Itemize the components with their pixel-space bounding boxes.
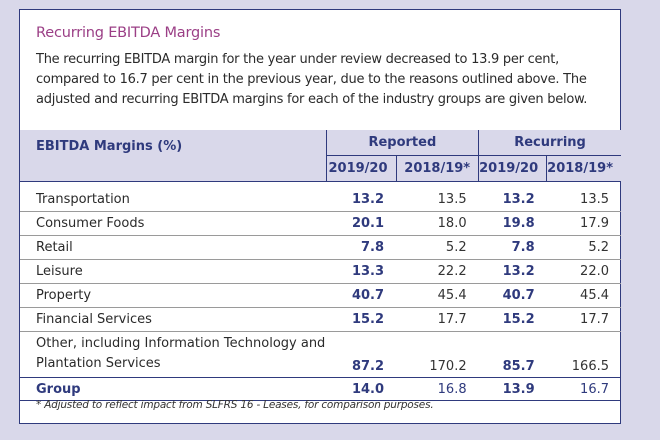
row-label: Consumer Foods — [20, 211, 327, 236]
cell-value: 15.2 — [326, 307, 397, 332]
cell-value: 18.0 — [396, 211, 479, 236]
cell-value: 17.7 — [546, 307, 621, 332]
cell-value: 13.2 — [326, 188, 397, 212]
cell-value: 13.5 — [396, 188, 479, 212]
cell-value: 45.4 — [546, 283, 621, 308]
row-label: Transportation — [20, 188, 327, 212]
footnote: * Adjusted to reflect impact from SLFRS … — [36, 399, 434, 411]
cell-value: 85.7 — [478, 331, 547, 378]
ebitda-margins-table: EBITDA Margins (%) Reported Recurring 20… — [20, 130, 621, 401]
year-header: 2019/20 — [325, 155, 397, 182]
table-row: Leisure 13.3 22.2 13.2 22.0 — [20, 259, 621, 284]
row-label-line: Other, including Information Technology … — [36, 336, 326, 351]
cell-value: 13.3 — [326, 259, 397, 284]
table-row: Other, including Information Technology … — [20, 331, 621, 378]
cell-value: 5.2 — [546, 235, 621, 260]
cell-value: 13.2 — [478, 259, 547, 284]
intro-line: adjusted and recurring EBITDA margins fo… — [36, 92, 588, 107]
table-row: Retail 7.8 5.2 7.8 5.2 — [20, 235, 621, 260]
recurring-group-header: Recurring — [478, 130, 621, 156]
cell-value: 13.2 — [478, 188, 547, 212]
intro-paragraph: The recurring EBITDA margin for the year… — [36, 50, 621, 110]
section-title: Recurring EBITDA Margins — [36, 25, 221, 41]
year-header: 2018/19* — [546, 155, 621, 182]
table-row: Consumer Foods 20.1 18.0 19.8 17.9 — [20, 211, 621, 236]
year-header: 2019/20 — [478, 155, 547, 182]
table-total-row: Group 14.0 16.8 13.9 16.7 — [20, 377, 621, 401]
ebitda-margins-panel: Recurring EBITDA Margins The recurring E… — [19, 9, 621, 424]
cell-value: 13.9 — [478, 377, 547, 401]
year-header: 2018/19* — [395, 155, 479, 182]
row-label: Other, including Information Technology … — [20, 331, 327, 378]
row-label: Leisure — [20, 259, 327, 284]
cell-value: 13.5 — [546, 188, 621, 212]
table-row: Property 40.7 45.4 40.7 45.4 — [20, 283, 621, 308]
row-label: Property — [20, 283, 327, 308]
header-divider — [20, 181, 621, 188]
reported-group-header: Reported — [325, 130, 479, 156]
cell-value: 15.2 — [478, 307, 547, 332]
cell-value: 40.7 — [478, 283, 547, 308]
row-label: Financial Services — [20, 307, 327, 332]
cell-value: 5.2 — [396, 235, 479, 260]
cell-value: 7.8 — [478, 235, 547, 260]
cell-value: 45.4 — [396, 283, 479, 308]
cell-value: 22.0 — [546, 259, 621, 284]
cell-value: 19.8 — [478, 211, 547, 236]
table-header-row-groups: EBITDA Margins (%) Reported Recurring — [20, 130, 621, 156]
cell-value: 7.8 — [326, 235, 397, 260]
row-label: Retail — [20, 235, 327, 260]
intro-line: The recurring EBITDA margin for the year… — [36, 52, 560, 67]
cell-value: 17.9 — [546, 211, 621, 236]
cell-value: 22.2 — [396, 259, 479, 284]
cell-value: 14.0 — [326, 377, 397, 401]
cell-value: 17.7 — [396, 307, 479, 332]
table-row: Transportation 13.2 13.5 13.2 13.5 — [20, 188, 621, 212]
cell-value: 170.2 — [396, 331, 479, 378]
cell-value: 16.7 — [546, 377, 621, 401]
row-label-line: Plantation Services — [36, 356, 161, 371]
row-label: Group — [20, 377, 327, 401]
cell-value: 20.1 — [326, 211, 397, 236]
table-row: Financial Services 15.2 17.7 15.2 17.7 — [20, 307, 621, 332]
intro-line: compared to 16.7 per cent in the previou… — [36, 72, 587, 87]
cell-value: 87.2 — [326, 331, 397, 378]
cell-value: 16.8 — [396, 377, 479, 401]
cell-value: 166.5 — [546, 331, 621, 378]
label-column-header: EBITDA Margins (%) — [36, 139, 183, 154]
cell-value: 40.7 — [326, 283, 397, 308]
